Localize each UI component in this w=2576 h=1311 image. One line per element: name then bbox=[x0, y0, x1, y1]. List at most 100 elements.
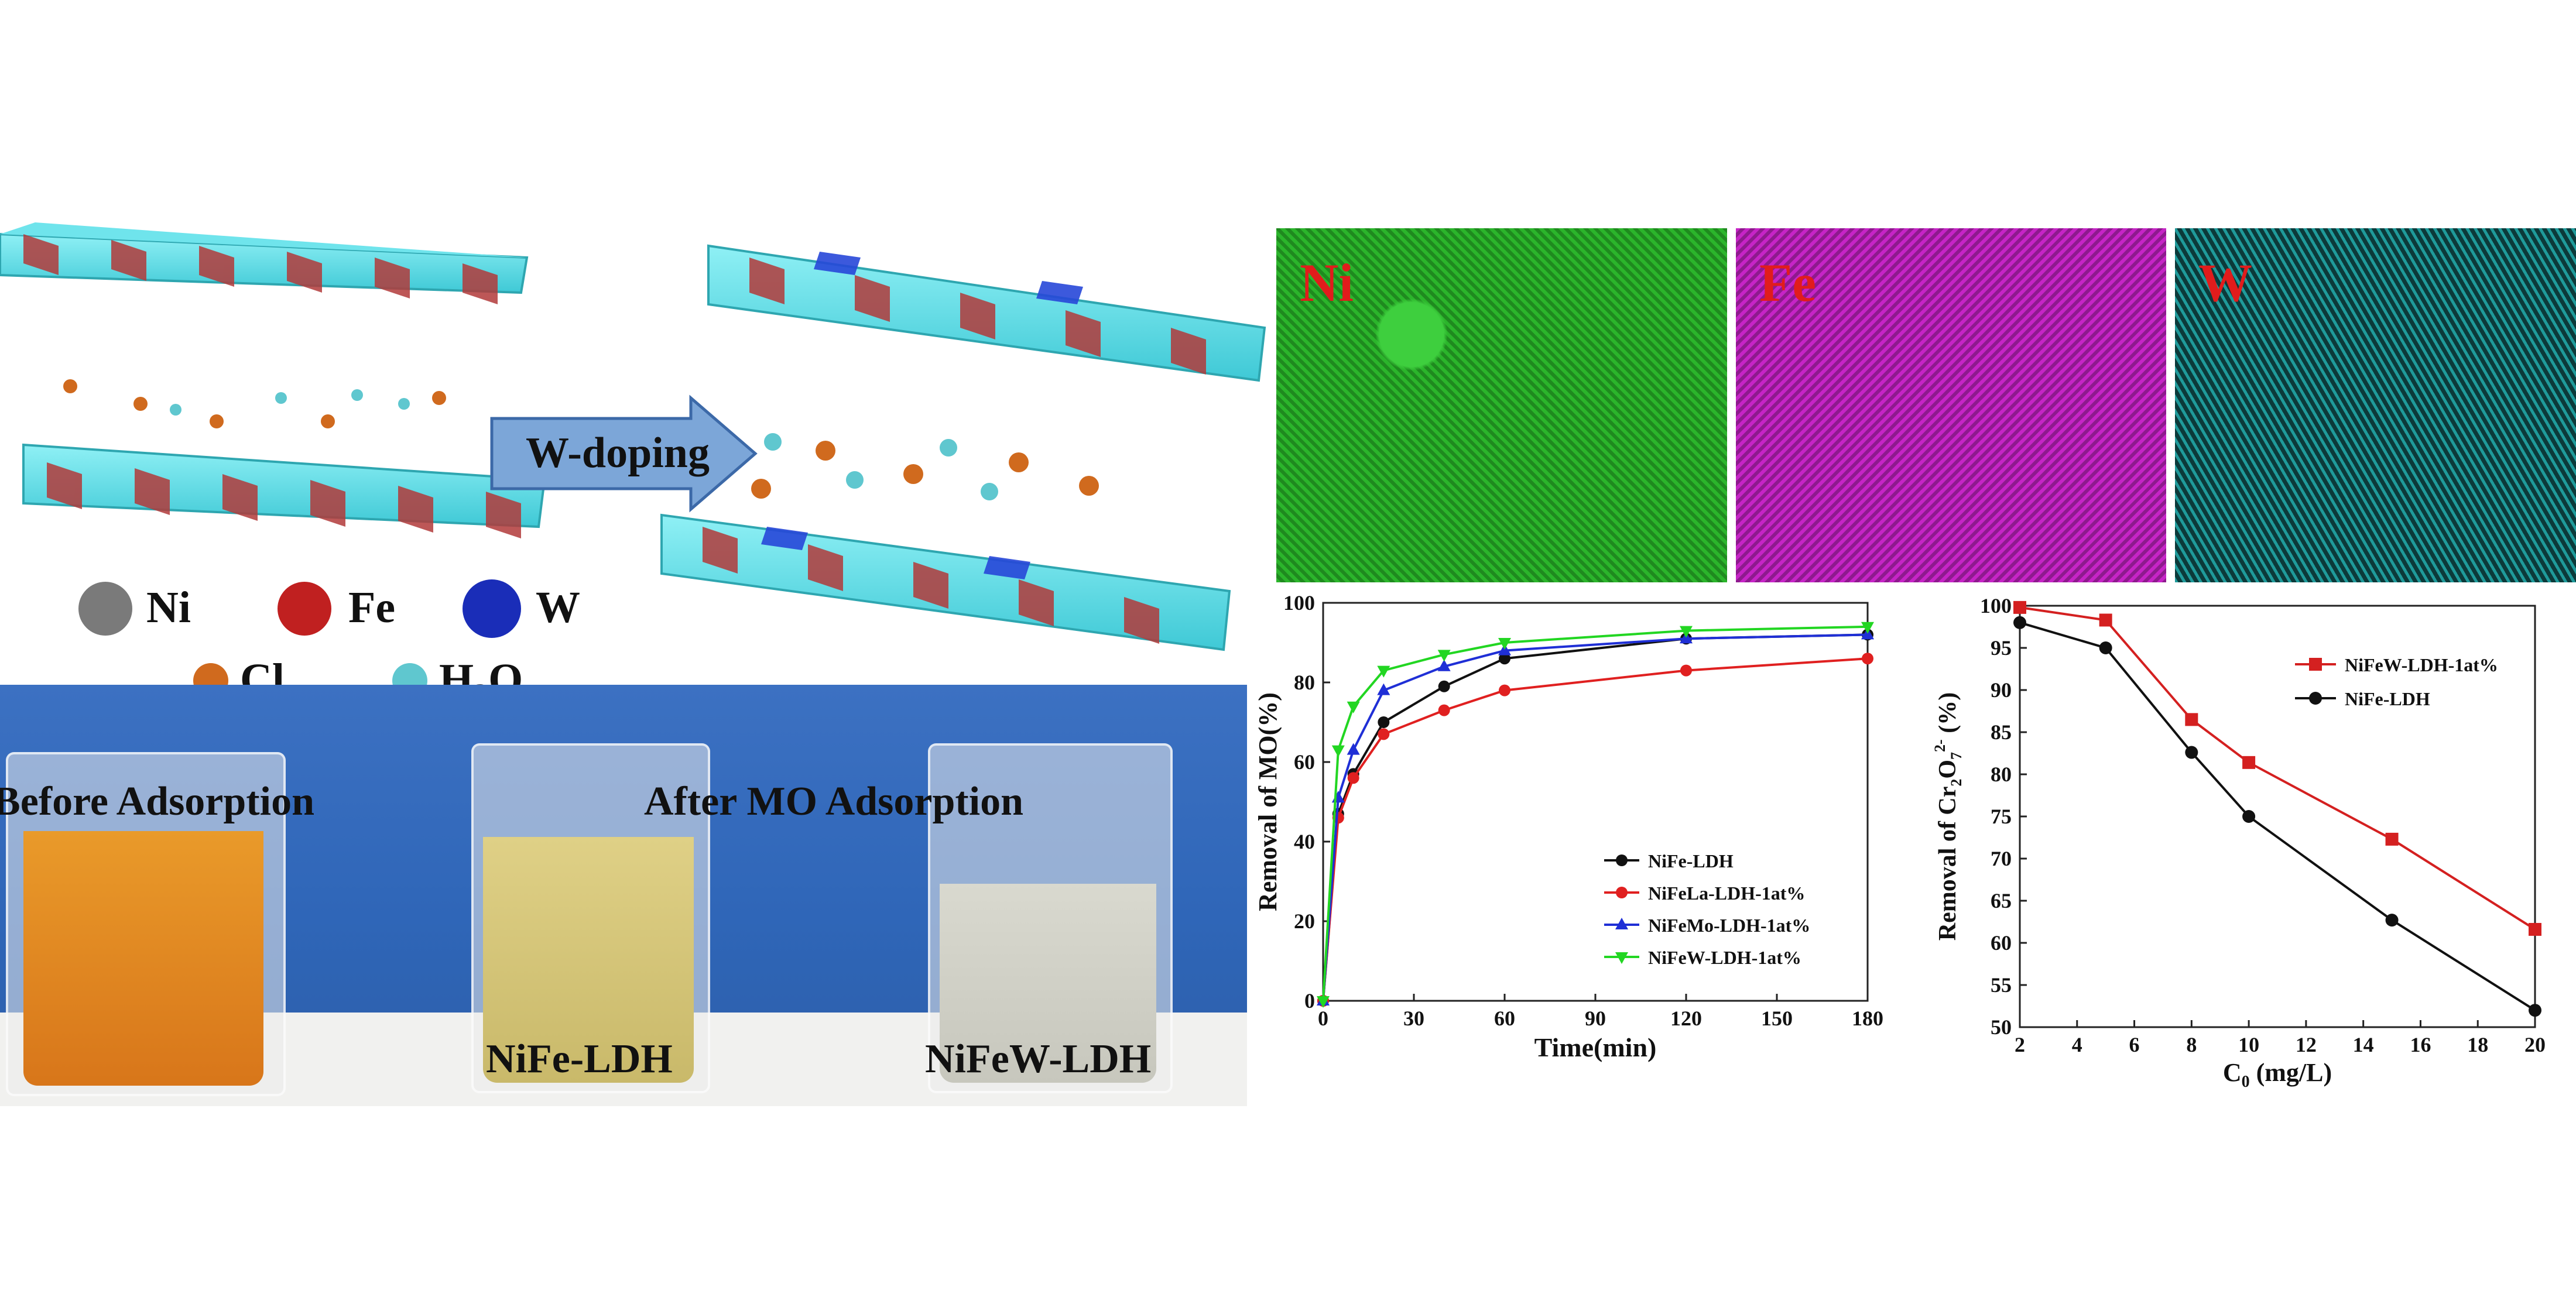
eds-map-fe-label: Fe bbox=[1759, 253, 1817, 313]
adsorption-photo: Before Adsorption After MO Adsorption Ni… bbox=[0, 685, 1247, 1106]
ldh-layer-left-bottom bbox=[22, 443, 546, 538]
water-molecule-icon bbox=[392, 663, 427, 691]
x-tick-label: 20 bbox=[2524, 1033, 2546, 1056]
data-point bbox=[2385, 832, 2399, 846]
y-tick-label: 80 bbox=[1991, 763, 2012, 786]
legend-label: NiFe-LDH bbox=[2345, 688, 2430, 709]
x-tick-label: 10 bbox=[2238, 1033, 2259, 1056]
data-point bbox=[1680, 664, 1692, 677]
y-tick-label: 40 bbox=[1294, 830, 1315, 853]
y-tick-label: 100 bbox=[1980, 594, 2012, 617]
cup-label-nifew-ldh: NiFeW-LDH bbox=[925, 1037, 1152, 1082]
x-tick-label: 14 bbox=[2353, 1033, 2374, 1056]
y-axis-label: Removal of Cr2O72- (%) bbox=[1931, 692, 1965, 941]
series-line bbox=[1322, 625, 1868, 1001]
y-tick-label: 50 bbox=[1991, 1015, 2012, 1039]
data-point bbox=[1437, 650, 1451, 662]
data-point bbox=[2385, 914, 2399, 927]
data-point bbox=[1347, 772, 1359, 784]
data-point bbox=[1862, 653, 1873, 665]
series-line bbox=[1322, 633, 1868, 1001]
interlayer-ions-right bbox=[751, 433, 1099, 500]
series-line bbox=[2019, 621, 2536, 1011]
data-point bbox=[2099, 641, 2112, 654]
data-point bbox=[1331, 791, 1345, 803]
w-doping-arrow: W-doping bbox=[490, 394, 758, 513]
data-point bbox=[2529, 922, 2541, 936]
liquid-orange bbox=[23, 831, 263, 1086]
w-doping-label: W-doping bbox=[526, 429, 710, 477]
w-atom-icon bbox=[463, 579, 521, 638]
data-point bbox=[2013, 616, 2026, 629]
ldh-doping-schematic: W-doping bbox=[0, 222, 1266, 691]
x-tick-label: 12 bbox=[2296, 1033, 2317, 1056]
legend-marker bbox=[2309, 658, 2322, 671]
legend-marker bbox=[1615, 918, 1628, 929]
x-tick-label: 120 bbox=[1670, 1007, 1702, 1030]
x-tick-label: 16 bbox=[2410, 1033, 2431, 1056]
y-tick-label: 75 bbox=[1991, 805, 2012, 828]
legend-ni-label: Ni bbox=[146, 583, 191, 632]
interlayer-ions-left bbox=[63, 379, 446, 428]
legend-label: NiFeMo-LDH-1at% bbox=[1648, 915, 1810, 936]
data-point bbox=[1680, 626, 1693, 638]
legend-label: NiFe-LDH bbox=[1648, 850, 1734, 871]
data-point bbox=[1438, 680, 1450, 692]
legend-label: NiFeW-LDH-1at% bbox=[2345, 654, 2498, 675]
data-point bbox=[2242, 810, 2256, 823]
data-point bbox=[1317, 996, 1330, 1008]
data-point bbox=[1377, 665, 1390, 678]
legend-marker bbox=[2309, 692, 2322, 705]
data-point bbox=[2242, 756, 2256, 769]
ni-atom-icon bbox=[78, 582, 132, 636]
legend-w-label: W bbox=[536, 583, 580, 632]
data-point bbox=[1437, 659, 1451, 671]
before-adsorption-label: Before Adsorption bbox=[0, 779, 314, 824]
data-point bbox=[1861, 622, 1874, 634]
legend-fe-label: Fe bbox=[348, 583, 396, 632]
x-tick-label: 0 bbox=[1318, 1007, 1328, 1030]
y-tick-label: 70 bbox=[1991, 847, 2012, 870]
data-point bbox=[1377, 683, 1390, 695]
y-tick-label: 80 bbox=[1294, 671, 1315, 694]
data-point bbox=[1438, 704, 1450, 716]
legend-marker bbox=[1616, 887, 1628, 898]
liquid-yellow bbox=[483, 837, 694, 1083]
x-tick-label: 150 bbox=[1761, 1007, 1793, 1030]
atom-legend bbox=[78, 579, 521, 691]
ldh-layer-left-top bbox=[0, 222, 529, 304]
legend-label: NiFeW-LDH-1at% bbox=[1648, 947, 1801, 968]
eds-map-w-label: W bbox=[2198, 253, 2252, 313]
data-point bbox=[1378, 716, 1390, 728]
x-tick-label: 60 bbox=[1494, 1007, 1515, 1030]
cr2o7-removal-chart: 2 4 6 8 10 12 14 16 18 20 50 55 60 65 70 75 80 85 90 95 100 C… bbox=[1931, 594, 2546, 1091]
x-tick-label: 8 bbox=[2186, 1033, 2197, 1056]
legend-marker bbox=[1615, 952, 1628, 964]
series-line bbox=[1322, 657, 1868, 1001]
data-point bbox=[1499, 653, 1510, 665]
y-axis-label: Removal of MO(%) bbox=[1253, 692, 1282, 911]
cup-label-nife-ldh: NiFe-LDH bbox=[486, 1037, 673, 1082]
y-tick-label: 95 bbox=[1991, 636, 2012, 660]
legend-marker bbox=[1616, 854, 1628, 866]
series-line bbox=[1322, 633, 1868, 1001]
y-tick-label: 90 bbox=[1991, 678, 2012, 702]
fe-atom-icon bbox=[278, 582, 331, 636]
x-tick-label: 90 bbox=[1585, 1007, 1606, 1030]
y-tick-label: 60 bbox=[1991, 931, 2012, 955]
x-axis-label: C0 (mg/L) bbox=[2223, 1058, 2332, 1091]
after-adsorption-label: After MO Adsorption bbox=[644, 779, 1024, 824]
eds-map-fe: Fe bbox=[1736, 228, 2166, 582]
x-tick-label: 6 bbox=[2129, 1033, 2140, 1056]
data-point bbox=[2529, 1004, 2541, 1017]
series-line bbox=[2019, 606, 2536, 931]
data-point bbox=[1499, 684, 1510, 696]
liquid-clear bbox=[940, 884, 1156, 1083]
data-point bbox=[1347, 743, 1360, 755]
y-tick-label: 100 bbox=[1283, 591, 1315, 615]
data-point bbox=[1331, 745, 1345, 757]
x-tick-label: 30 bbox=[1403, 1007, 1424, 1030]
eds-map-ni-label: Ni bbox=[1300, 253, 1354, 313]
eds-map-w: W bbox=[2175, 228, 2576, 582]
